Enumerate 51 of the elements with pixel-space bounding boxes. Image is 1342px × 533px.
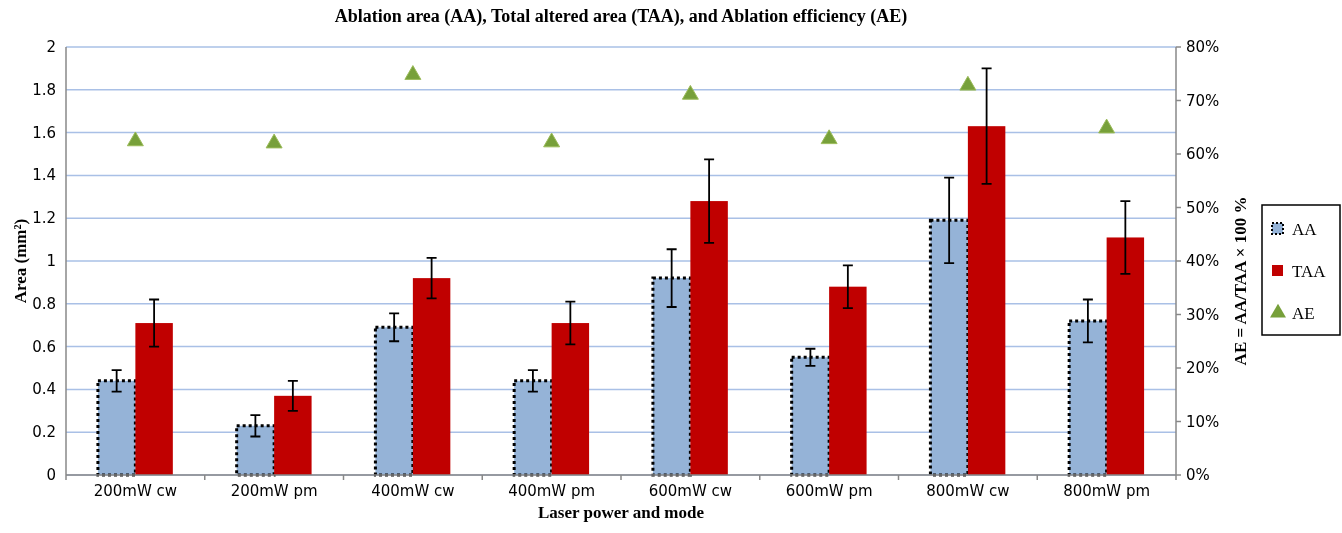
y2-tick-label: 70%: [1186, 91, 1220, 110]
bar: [690, 201, 728, 475]
x-tick-label: 200mW pm: [230, 482, 318, 500]
bar: [1106, 237, 1145, 475]
bar: [412, 278, 451, 475]
y-tick-label: 0.4: [32, 380, 56, 399]
y2-tick-label: 0%: [1186, 466, 1210, 484]
bar: [967, 126, 1006, 475]
y-tick-label: 2: [46, 38, 56, 56]
y2-tick-label: 60%: [1186, 145, 1220, 163]
y2-tick-label: 10%: [1186, 412, 1220, 431]
legend-label: AA: [1292, 220, 1318, 239]
y-axis-title: Area (mm²): [11, 218, 30, 304]
y2-axis-title: AE = AA/TAA × 100 %: [1231, 196, 1250, 366]
y2-tick-label: 30%: [1186, 305, 1220, 324]
point: [543, 132, 561, 148]
x-tick-label: 400mW cw: [371, 482, 455, 500]
bar: [829, 286, 867, 475]
bar: [551, 323, 590, 475]
x-tick-label: 800mW cw: [926, 482, 1010, 500]
x-tick-label: 200mW cw: [93, 482, 178, 500]
y2-tick-label: 80%: [1186, 38, 1220, 56]
y-tick-label: 0: [46, 466, 56, 484]
y-tick-label: 1.8: [32, 80, 56, 99]
x-tick-label: 400mW pm: [508, 482, 596, 500]
x-tick-label: 600mW pm: [785, 482, 873, 500]
y2-tick-label: 50%: [1186, 198, 1220, 217]
y-tick-label: 1.6: [32, 123, 56, 142]
point: [820, 129, 838, 145]
legend-label: AE: [1292, 304, 1315, 323]
x-axis-title: Laser power and mode: [537, 503, 705, 522]
y-tick-label: 1: [46, 252, 56, 270]
y-tick-label: 0.2: [32, 423, 56, 442]
y-tick-label: 0.6: [32, 337, 56, 356]
y-tick-label: 0.8: [32, 294, 56, 313]
bar: [135, 323, 173, 475]
x-tick-label: 600mW cw: [648, 482, 733, 500]
bar: [274, 395, 312, 475]
y-tick-label: 1.4: [32, 166, 56, 185]
point: [959, 75, 977, 91]
legend-label: TAA: [1292, 262, 1327, 281]
point: [404, 65, 422, 80]
point: [681, 84, 699, 100]
x-tick-label: 800mW pm: [1063, 482, 1151, 500]
chart-title: Ablation area (AA), Total altered area (TAA), and Ablation efficiency (AE): [334, 6, 908, 27]
y-tick-label: 1.2: [32, 209, 56, 228]
y2-tick-label: 20%: [1186, 359, 1220, 377]
point: [126, 131, 144, 147]
point: [265, 133, 283, 149]
y2-tick-label: 40%: [1186, 252, 1220, 270]
point: [1098, 118, 1116, 134]
